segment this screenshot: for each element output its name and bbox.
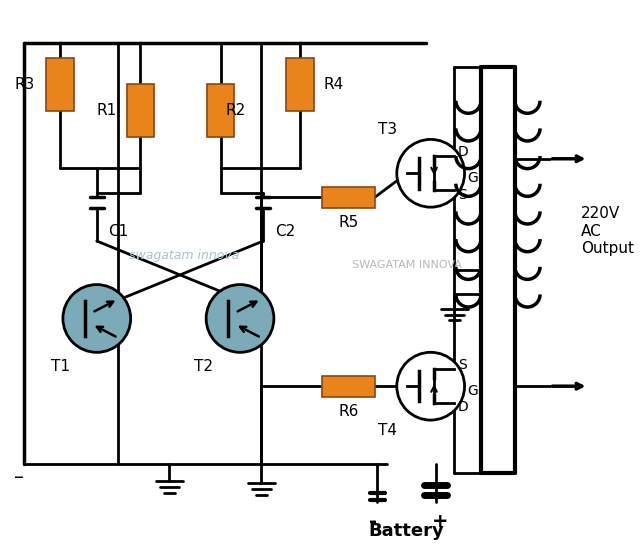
Text: Battery: Battery [369,521,444,540]
Bar [287,58,314,111]
Text: D: D [458,400,468,415]
Text: –: – [15,468,24,487]
Text: C2: C2 [275,223,295,238]
Bar [322,187,375,208]
Circle shape [397,139,465,207]
Text: T1: T1 [51,359,70,374]
Text: C1: C1 [108,223,129,238]
Text: +: + [432,512,449,531]
Text: T4: T4 [378,423,397,438]
Text: G: G [467,171,478,185]
Text: R1: R1 [97,103,117,118]
Text: R2: R2 [225,103,246,118]
Text: R3: R3 [15,77,35,92]
Text: 220V
AC
Output: 220V AC Output [580,206,634,256]
Text: D: D [458,145,468,159]
Text: R4: R4 [323,77,344,92]
Bar [207,84,234,137]
Circle shape [63,285,131,352]
Text: S: S [458,358,467,372]
Bar [322,375,375,397]
Text: T3: T3 [378,122,397,137]
Text: SWAGATAM INNOVA: SWAGATAM INNOVA [351,260,461,270]
Text: R5: R5 [339,215,358,230]
Text: S: S [458,187,467,202]
Text: swagatam innova: swagatam innova [129,249,239,262]
Text: -: - [369,512,376,531]
Text: G: G [467,384,478,398]
Bar [127,84,154,137]
Bar [47,58,74,111]
Text: T2: T2 [194,359,212,374]
Circle shape [206,285,274,352]
Circle shape [397,352,465,420]
Text: R6: R6 [338,404,358,419]
